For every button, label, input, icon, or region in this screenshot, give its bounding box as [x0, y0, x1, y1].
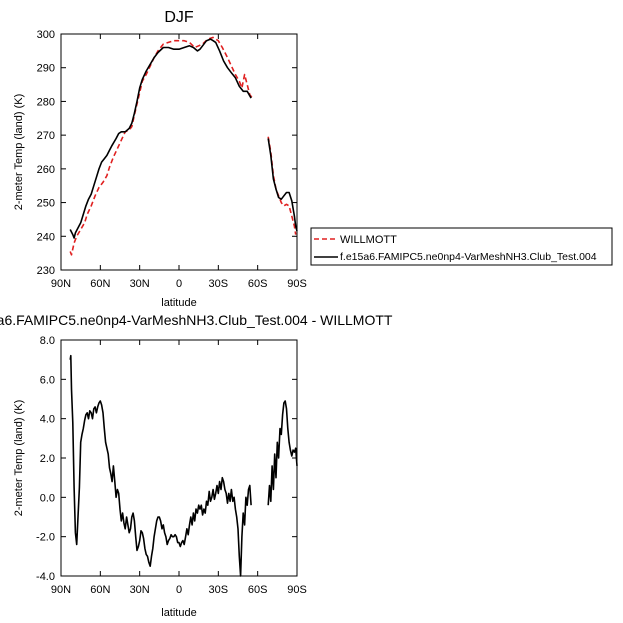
x-tick-label: 90S	[287, 278, 307, 290]
y-tick-label: 300	[37, 29, 55, 41]
y-tick-label: 250	[37, 198, 55, 210]
y-tick-label: 8.0	[40, 335, 55, 347]
x-tick-label: 90N	[51, 584, 71, 596]
series-line-0-segment-0	[69, 354, 252, 577]
plot-frame	[60, 339, 298, 577]
series-line-0-segment-1	[267, 136, 297, 235]
y-tick-label: 260	[37, 164, 55, 176]
x-tick-label: 30S	[209, 278, 229, 290]
x-tick-label: 90N	[51, 278, 71, 290]
difference-chart: f.e15a6.FAMIPC5.ne0np4-VarMeshNH3.Club_T…	[0, 312, 393, 619]
y-tick-label: 290	[37, 63, 55, 75]
temperature-chart: DJF 2-meter Temp (land) (K) latitude 90N…	[13, 9, 613, 309]
x-tick-label: 30S	[209, 584, 229, 596]
x-axis-label: latitude	[161, 607, 196, 619]
y-tick-label: -4.0	[36, 571, 55, 583]
y-axis-label: 2-meter Temp (land) (K)	[13, 94, 25, 211]
chart-title: DJF	[164, 9, 194, 26]
legend-box	[310, 227, 613, 266]
x-axis-label: latitude	[161, 297, 196, 309]
x-tick-label: 0	[176, 278, 182, 290]
y-tick-label: 0.0	[40, 492, 55, 504]
y-tick-label: 230	[37, 265, 55, 277]
y-tick-label: 4.0	[40, 414, 55, 426]
legend-label-model: f.e15a6.FAMIPC5.ne0np4-VarMeshNH3.Club_T…	[340, 251, 597, 263]
y-tick-label: 2.0	[40, 453, 55, 465]
legend: WILLMOTT f.e15a6.FAMIPC5.ne0np4-VarMeshN…	[310, 227, 613, 266]
x-tick-label: 60S	[248, 584, 268, 596]
y-tick-label: 240	[37, 231, 55, 243]
y-tick-label: 6.0	[40, 374, 55, 386]
legend-label-willmott: WILLMOTT	[340, 234, 397, 246]
y-tick-label: 280	[37, 96, 55, 108]
x-tick-label: 60N	[90, 584, 110, 596]
series-line-0-segment-1	[267, 400, 298, 506]
series-line-1-segment-1	[267, 138, 298, 232]
y-tick-label: 270	[37, 130, 55, 142]
y-tick-label: -2.0	[36, 532, 55, 544]
series-line-1-segment-0	[69, 38, 252, 239]
chart-title: f.e15a6.FAMIPC5.ne0np4-VarMeshNH3.Club_T…	[0, 312, 393, 328]
x-tick-label: 60S	[248, 278, 268, 290]
series-line-0-segment-0	[69, 36, 254, 256]
y-axis-label: 2-meter Temp (land) (K)	[13, 400, 25, 517]
plot-frame	[60, 33, 298, 271]
x-tick-label: 30N	[130, 278, 150, 290]
x-tick-label: 0	[176, 584, 182, 596]
plot-area: 90N 60N 30N 0 30S 60S 90S 230 240 250 260 270 280 290…	[37, 29, 307, 290]
x-tick-label: 30N	[130, 584, 150, 596]
x-tick-label: 90S	[287, 584, 307, 596]
plot-area: 90N 60N 30N 0 30S 60S 90S -4.0 -2.0 0.0 2.0 4.0 6.0 8…	[36, 335, 307, 596]
x-tick-label: 60N	[90, 278, 110, 290]
